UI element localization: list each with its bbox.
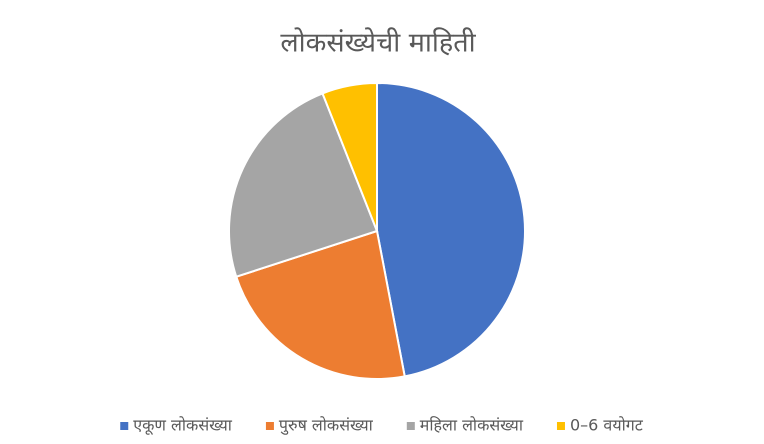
pie-slice: [376, 81, 526, 378]
pie-slice: [234, 229, 406, 380]
legend-swatch: [406, 422, 415, 430]
legend-label: एकूण लोकसंख्या: [133, 416, 233, 436]
legend-label: महिला लोकसंख्या: [420, 416, 524, 435]
chart-title: लोकसंख्येची माहिती: [280, 27, 476, 59]
pie-slice: [321, 81, 378, 232]
legend: एकूण लोकसंख्या पुरुष लोकसंख्या महिला लोकसं…: [120, 416, 644, 436]
legend-label: पुरुष लोकसंख्या: [279, 416, 374, 436]
legend-label: 0–6 वयोगट: [570, 416, 644, 435]
legend-swatch: [265, 422, 274, 430]
legend-swatch: [556, 422, 565, 430]
legend-swatch: [120, 422, 129, 430]
